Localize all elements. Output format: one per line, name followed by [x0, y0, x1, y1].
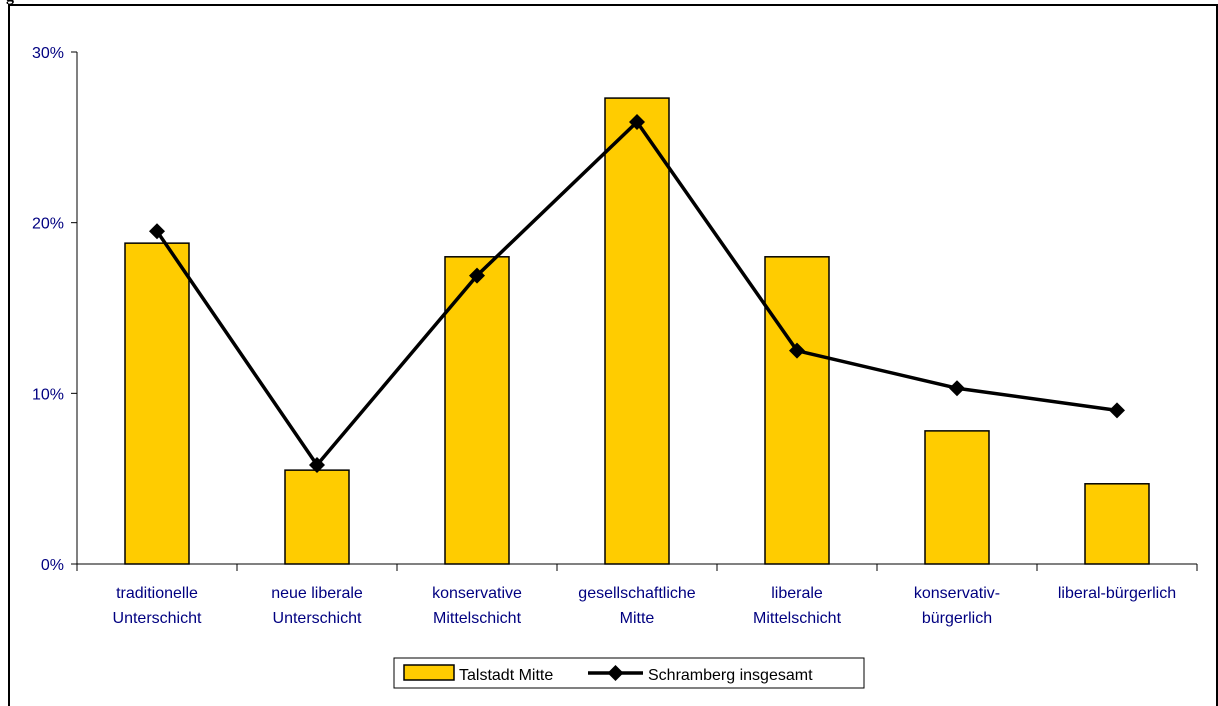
category-label: liberale Mittelschicht: [753, 585, 842, 627]
y-tick-label: 0%: [41, 557, 64, 574]
legend-label-bar: Talstadt Mitte: [459, 667, 553, 684]
category-label: neue liberale Unterschicht: [271, 585, 363, 627]
bar: [764, 256, 830, 565]
y-tick-label: 20%: [32, 216, 64, 233]
category-label-line: bürgerlich: [922, 610, 992, 627]
chart-frame: [8, 4, 1218, 706]
line-point: [149, 223, 165, 240]
bar-series: [124, 97, 1150, 565]
category-label-line: neue liberale: [271, 585, 363, 602]
line-point: [949, 380, 965, 397]
cut-title: g: [0, 0, 1218, 4]
category-label-line: gesellschaftliche: [578, 585, 696, 602]
line-series: [149, 113, 1125, 474]
line-point: [629, 113, 645, 130]
category-label-line: liberale: [771, 585, 823, 602]
category-label: traditionelle Unterschicht: [113, 585, 202, 627]
category-label-line: konservativ-: [914, 585, 1000, 602]
category-label: konservative Mittelschicht: [432, 585, 522, 627]
line-point: [1109, 402, 1125, 419]
axes: 0% 10% 20% 30%: [32, 45, 1198, 574]
bar: [924, 430, 990, 565]
line-point: [789, 342, 805, 359]
legend-swatch-bar: [403, 664, 455, 681]
line-point: [309, 457, 325, 474]
category-label-line: Unterschicht: [113, 610, 202, 627]
category-label-line: Unterschicht: [273, 610, 362, 627]
category-label-line: traditionelle: [116, 585, 198, 602]
bar: [1084, 483, 1150, 565]
category-labels: traditionelle Unterschicht neue liberale Un…: [113, 585, 1177, 627]
category-label-line: konservative: [432, 585, 522, 602]
category-label: gesellschaftliche Mitte: [578, 585, 696, 627]
category-label: konservativ-bürgerlich: [914, 585, 1000, 627]
y-tick-label: 30%: [32, 45, 64, 62]
line-point: [469, 267, 485, 284]
bar: [604, 97, 670, 565]
cut-title-text: g: [6, 0, 14, 4]
category-label-line: Mittelschicht: [433, 610, 522, 627]
category-label: liberal-bürgerlich: [1058, 585, 1176, 602]
bar: [124, 242, 190, 565]
category-label-line: Mittelschicht: [753, 610, 842, 627]
legend: Talstadt Mitte Schramberg insgesamt: [393, 657, 865, 689]
bar: [284, 469, 350, 565]
category-label-line: liberal-bürgerlich: [1058, 585, 1176, 602]
legend-swatch-marker: [607, 665, 624, 681]
y-tick-label: 10%: [32, 386, 64, 403]
legend-label-line: Schramberg insgesamt: [648, 667, 813, 684]
category-label-line: Mitte: [620, 610, 655, 627]
bar: [444, 256, 510, 565]
